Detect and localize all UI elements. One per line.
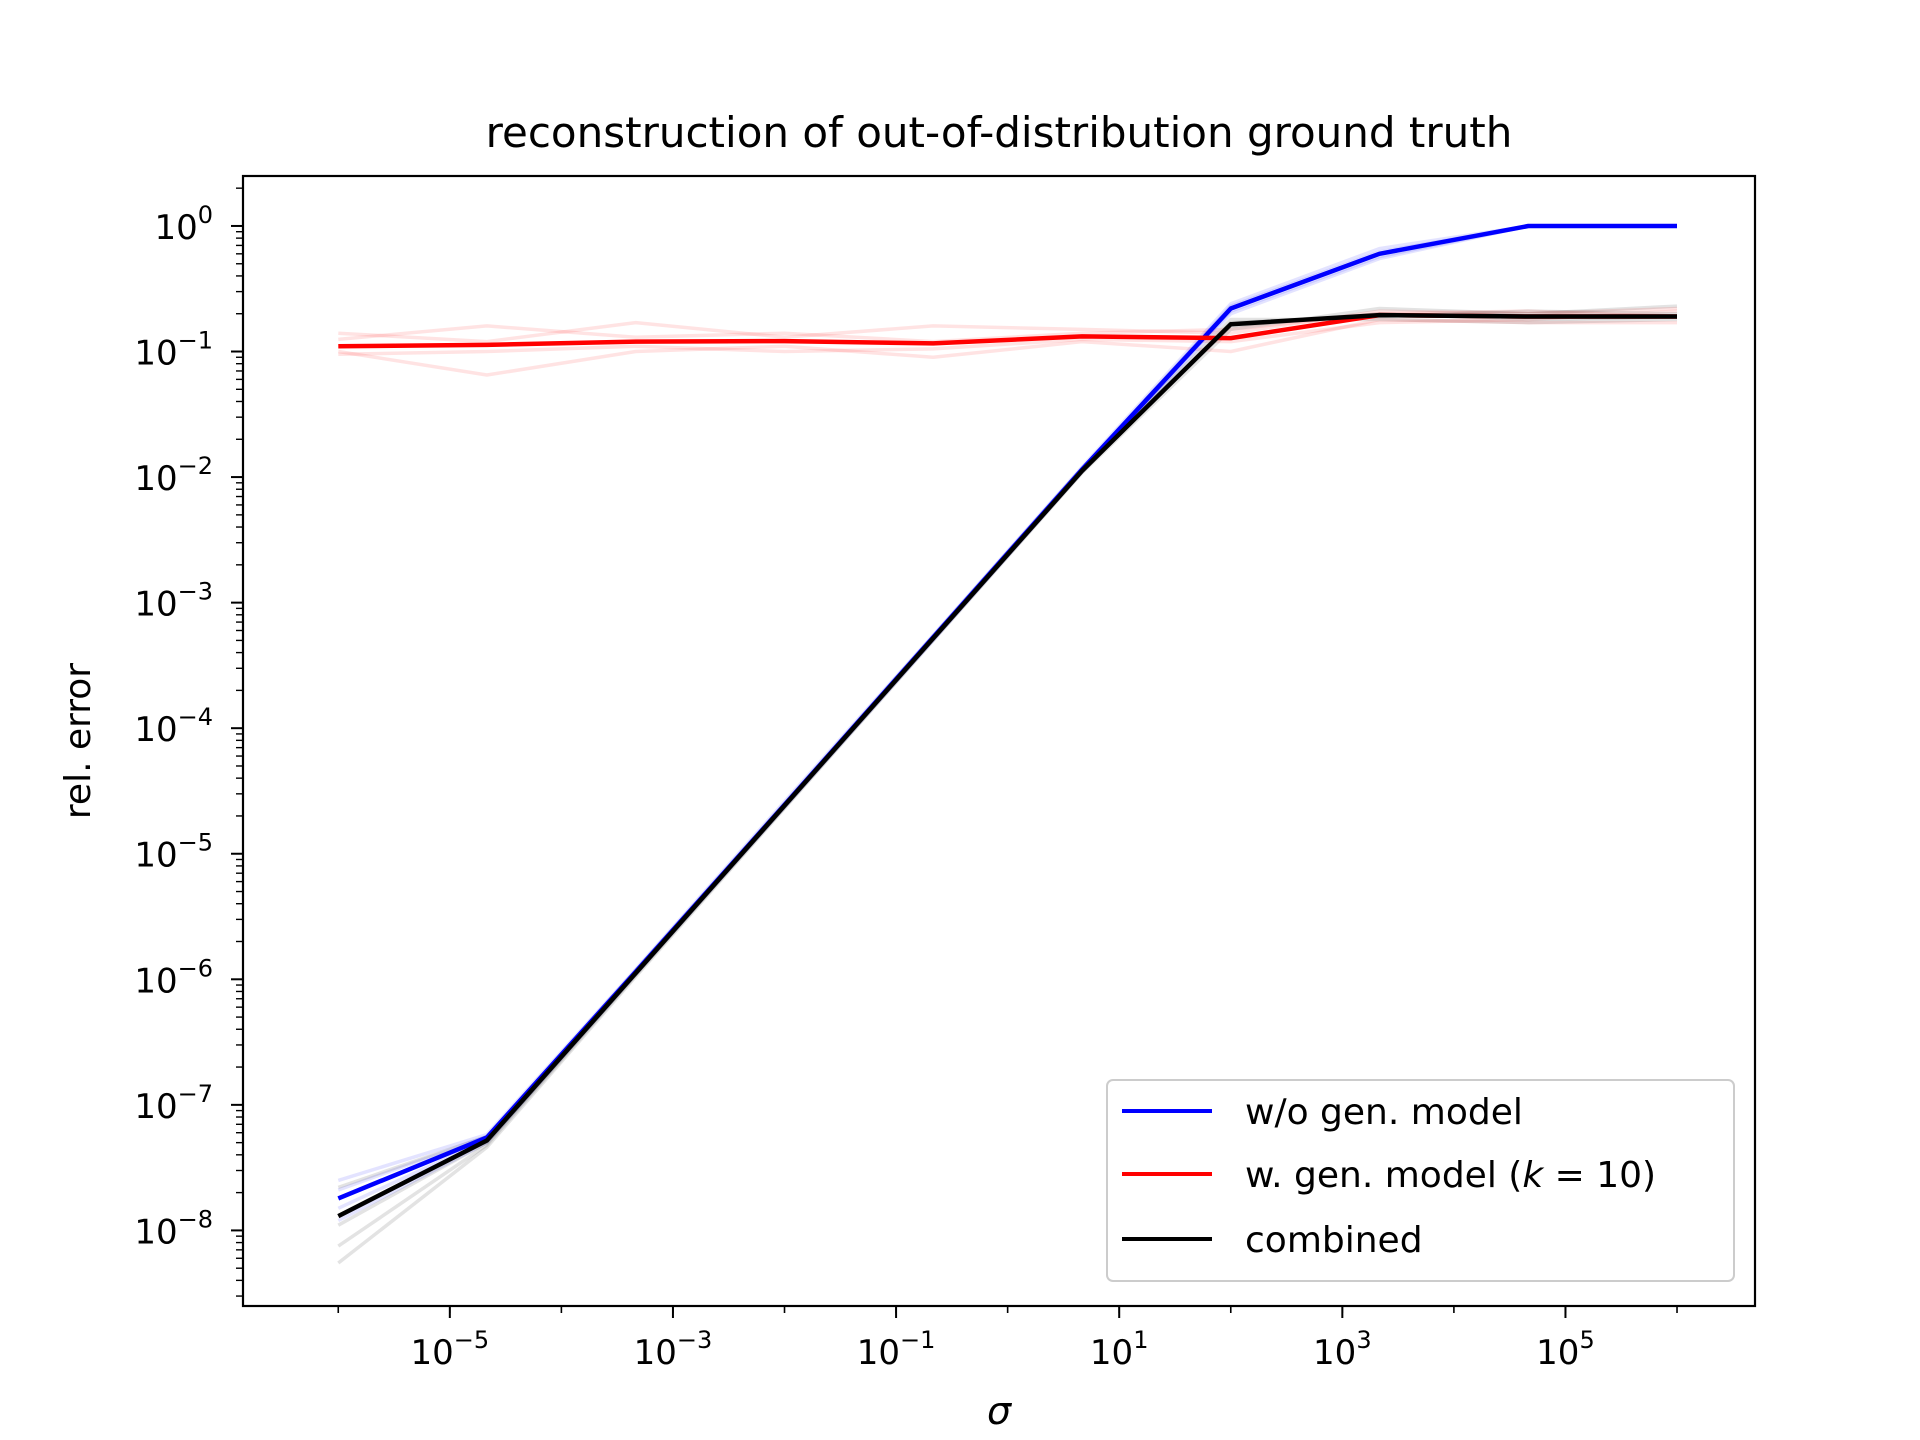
legend-label-italic: k xyxy=(1522,1155,1545,1196)
tick-exponent: −5 xyxy=(178,829,213,857)
tick-exponent: −1 xyxy=(900,1326,935,1354)
tick-exponent: −7 xyxy=(178,1080,213,1108)
tick-exponent: 1 xyxy=(1133,1326,1148,1354)
y-tick-label: 10−4 xyxy=(134,703,213,750)
legend-label-part: w. gen. model ( xyxy=(1245,1155,1522,1196)
tick-exponent: 0 xyxy=(198,201,213,229)
legend-label: w/o gen. model xyxy=(1245,1092,1523,1133)
tick-base: 10 xyxy=(1313,1333,1356,1373)
run-line-1-2 xyxy=(338,309,1678,344)
tick-base: 10 xyxy=(134,710,177,750)
tick-base: 10 xyxy=(134,1087,177,1127)
tick-exponent: −3 xyxy=(677,1326,712,1354)
x-tick-label: 103 xyxy=(1313,1326,1372,1373)
run-line-1-3 xyxy=(338,309,1678,357)
run-line-1-1 xyxy=(338,317,1677,377)
tick-exponent: 5 xyxy=(1579,1326,1594,1354)
y-tick-label: 10−8 xyxy=(134,1205,213,1252)
x-tick-label: 10−1 xyxy=(857,1326,936,1373)
legend-label: combined xyxy=(1245,1220,1423,1261)
tick-exponent: −5 xyxy=(454,1326,489,1354)
tick-base: 10 xyxy=(410,1333,453,1373)
tick-base: 10 xyxy=(1536,1333,1579,1373)
legend-item-without-gen-model: w/o gen. model xyxy=(1122,1092,1523,1133)
legend-label-rest: = 10) xyxy=(1543,1155,1656,1196)
x-tick-label: 105 xyxy=(1536,1326,1595,1373)
legend-item-combined: combined xyxy=(1122,1220,1423,1261)
tick-exponent: −3 xyxy=(178,578,213,606)
x-tick-label: 10−5 xyxy=(410,1326,489,1373)
tick-base: 10 xyxy=(857,1333,900,1373)
tick-base: 10 xyxy=(134,459,177,499)
tick-exponent: −1 xyxy=(178,327,213,355)
y-tick-label: 10−2 xyxy=(134,452,213,499)
x-tick-label: 101 xyxy=(1090,1326,1149,1373)
y-tick-label: 100 xyxy=(154,201,213,248)
tick-exponent: −6 xyxy=(178,954,213,982)
x-axis-title: σ xyxy=(987,1389,1013,1433)
tick-base: 10 xyxy=(134,836,177,876)
tick-base: 10 xyxy=(634,1333,677,1373)
series-line-2 xyxy=(337,312,1677,1219)
x-axis: 10−5 10−3 10−1 101 103 105 xyxy=(337,1306,1678,1373)
x-tick-label: 10−3 xyxy=(634,1326,713,1373)
tick-base: 10 xyxy=(134,961,177,1001)
tick-base: 10 xyxy=(134,334,177,374)
y-tick-label: 10−3 xyxy=(134,578,213,625)
y-tick-label: 10−6 xyxy=(134,954,213,1001)
tick-base: 10 xyxy=(154,208,197,248)
tick-exponent: −8 xyxy=(178,1205,213,1233)
tick-base: 10 xyxy=(134,585,177,625)
tick-exponent: −4 xyxy=(178,703,213,731)
legend-label: w. gen. model (k = 10) xyxy=(1245,1155,1656,1196)
y-tick-label: 10−7 xyxy=(134,1080,213,1127)
chart-title: reconstruction of out-of-distribution gr… xyxy=(486,108,1513,157)
legend-box xyxy=(1106,1079,1735,1282)
y-tick-label: 10−1 xyxy=(134,327,213,374)
run-line-1-0 xyxy=(338,306,1678,344)
tick-exponent: 3 xyxy=(1356,1326,1371,1354)
tick-base: 10 xyxy=(1090,1333,1133,1373)
y-tick-label: 10−5 xyxy=(134,829,213,876)
y-axis-title: rel. error xyxy=(58,663,99,819)
series-lines xyxy=(337,223,1677,1219)
tick-base: 10 xyxy=(134,1212,177,1252)
legend: w/o gen. model w. gen. model (k = 10) co… xyxy=(1106,1079,1735,1282)
legend-item-with-gen-model: w. gen. model (k = 10) xyxy=(1122,1155,1656,1196)
tick-exponent: −2 xyxy=(178,452,213,480)
